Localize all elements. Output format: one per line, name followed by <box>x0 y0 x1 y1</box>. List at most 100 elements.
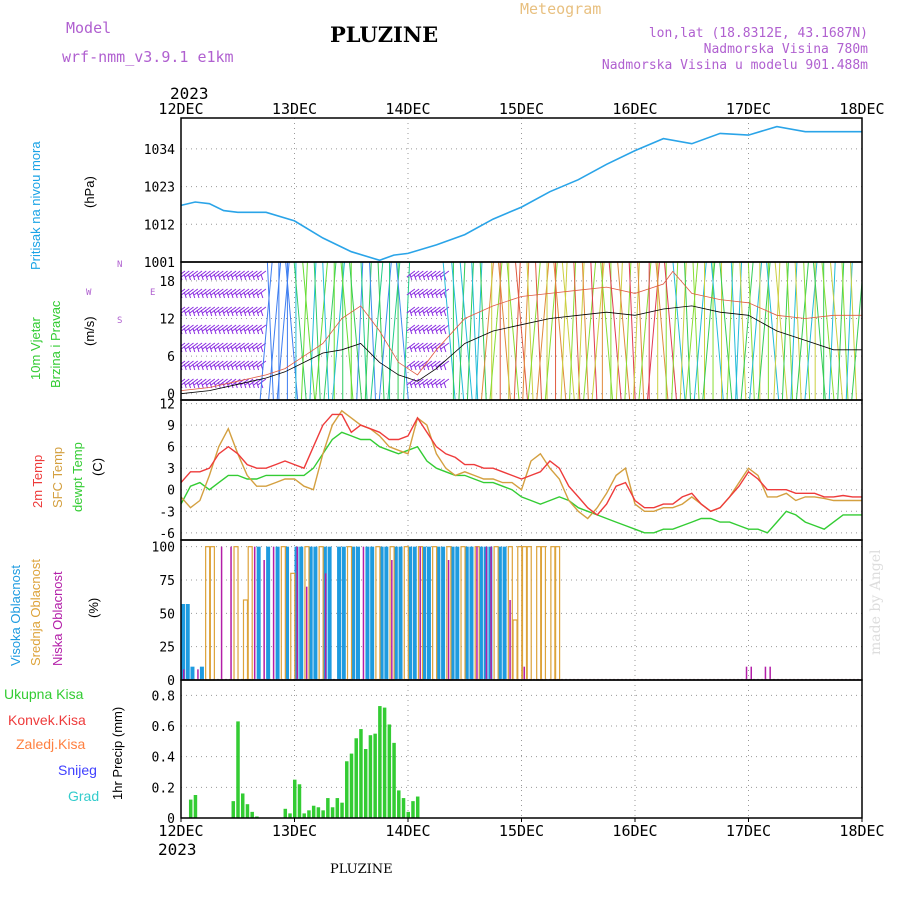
wind-barb <box>423 342 433 353</box>
precip-bar <box>297 784 302 818</box>
wind-barb <box>395 262 409 400</box>
precip-bar <box>340 802 344 818</box>
wind-barb <box>206 270 216 281</box>
y-tick-label: 6 <box>167 350 175 365</box>
wind-barb <box>236 342 245 353</box>
wind-barb-group <box>181 262 862 400</box>
wind-barb <box>223 360 233 371</box>
wind-barb <box>232 288 241 299</box>
mid-cloud-bar <box>526 546 532 681</box>
wind-barb <box>181 360 190 371</box>
y-tick-label: 0 <box>167 484 175 499</box>
wind-barb <box>513 262 521 400</box>
precip-bar <box>397 790 401 818</box>
wind-barb <box>253 306 262 317</box>
wind-barb <box>219 270 228 281</box>
high-cloud-bar <box>365 546 370 680</box>
wind-barb <box>590 262 598 400</box>
wind-barb <box>423 270 433 281</box>
wind-barb <box>210 360 220 371</box>
y-tick-label: 50 <box>159 607 175 622</box>
wind-barb <box>829 262 843 400</box>
elevation-text: Nadmorska Visina 780m <box>703 42 868 57</box>
wind-barb <box>583 262 597 400</box>
wind-barb <box>423 306 433 317</box>
wind-barb <box>189 378 199 389</box>
wind-barb <box>219 306 228 317</box>
wind-barb <box>440 378 450 389</box>
precip-bar <box>378 706 382 818</box>
wind-barb <box>185 342 194 353</box>
wind-barb <box>432 342 441 353</box>
x-tick-bottom: 14DEC <box>385 822 430 840</box>
wind-barb <box>227 306 237 317</box>
high-cloud-bar <box>327 546 332 680</box>
model-elevation-text: Nadmorska Visina u modelu 901.488m <box>601 58 868 73</box>
wind-barb <box>236 306 245 317</box>
wind-barb <box>427 378 437 389</box>
wind-barb <box>406 324 416 335</box>
wind-barb <box>193 342 203 353</box>
wind-barb <box>410 270 420 281</box>
high-cloud-bar <box>313 546 318 680</box>
y-tick-label: 1023 <box>144 181 175 196</box>
low-cloud-bar <box>305 586 308 680</box>
wind-barb <box>527 262 541 400</box>
footer-station: PLUZINE <box>330 862 393 877</box>
precip-bar <box>283 808 288 818</box>
wind-barb <box>257 306 267 317</box>
wind-gust-line <box>180 270 862 391</box>
wind-barb <box>553 262 567 400</box>
credit-text: made by Angel <box>868 549 884 656</box>
precip-bar <box>330 807 335 818</box>
wind-barb <box>215 270 224 281</box>
low-cloud-bar <box>296 546 298 680</box>
wind-barb <box>747 262 755 400</box>
low-cloud-bar <box>745 666 748 680</box>
wind-barb <box>202 378 211 389</box>
wind-barb <box>253 270 262 281</box>
precip-legend-1: Ukupna Kisa <box>4 686 84 702</box>
wind-barb <box>236 324 245 335</box>
wind-barb <box>236 360 245 371</box>
wind-barb <box>219 324 228 335</box>
high-cloud-bar <box>422 546 427 680</box>
mid-cloud-bar <box>550 546 556 681</box>
wind-barb <box>535 262 543 400</box>
wind-barb <box>440 342 450 353</box>
wind-barb <box>415 342 424 353</box>
wind-barb <box>189 270 199 281</box>
wind-barb <box>244 342 254 353</box>
wind-barb <box>244 306 254 317</box>
precip-bar <box>316 807 321 818</box>
wind-barb <box>197 378 207 389</box>
y-tick-label: 1001 <box>144 256 175 271</box>
high-cloud-bar <box>478 546 483 680</box>
wind-barb <box>197 288 207 299</box>
y-tick-label: 18 <box>159 275 175 290</box>
wind-barb <box>719 262 733 400</box>
model-name: wrf-nmm_v3.9.1 e1km <box>62 48 234 66</box>
precip-legend-5: Grad <box>68 788 100 804</box>
wind-barb <box>740 262 754 400</box>
high-cloud-bar <box>426 546 431 680</box>
wind-barb <box>440 324 450 335</box>
precip-bar <box>231 801 236 818</box>
wind-barb <box>432 306 441 317</box>
compass-s: S <box>117 316 123 326</box>
wind-barb <box>410 306 420 317</box>
x-tick-top: 17DEC <box>726 100 771 118</box>
mid-cloud-bar <box>346 546 353 681</box>
wind-barb <box>440 288 450 299</box>
wind-barb <box>193 306 203 317</box>
wind-barb <box>202 306 211 317</box>
low-cloud-bar <box>764 666 767 680</box>
wind-barb <box>794 262 802 400</box>
wind-barb <box>692 262 700 400</box>
wind-barb <box>210 270 220 281</box>
low-cloud-bar <box>391 560 393 680</box>
wind-barb <box>266 262 274 400</box>
wind-barb <box>244 324 254 335</box>
wind-barb <box>410 342 420 353</box>
